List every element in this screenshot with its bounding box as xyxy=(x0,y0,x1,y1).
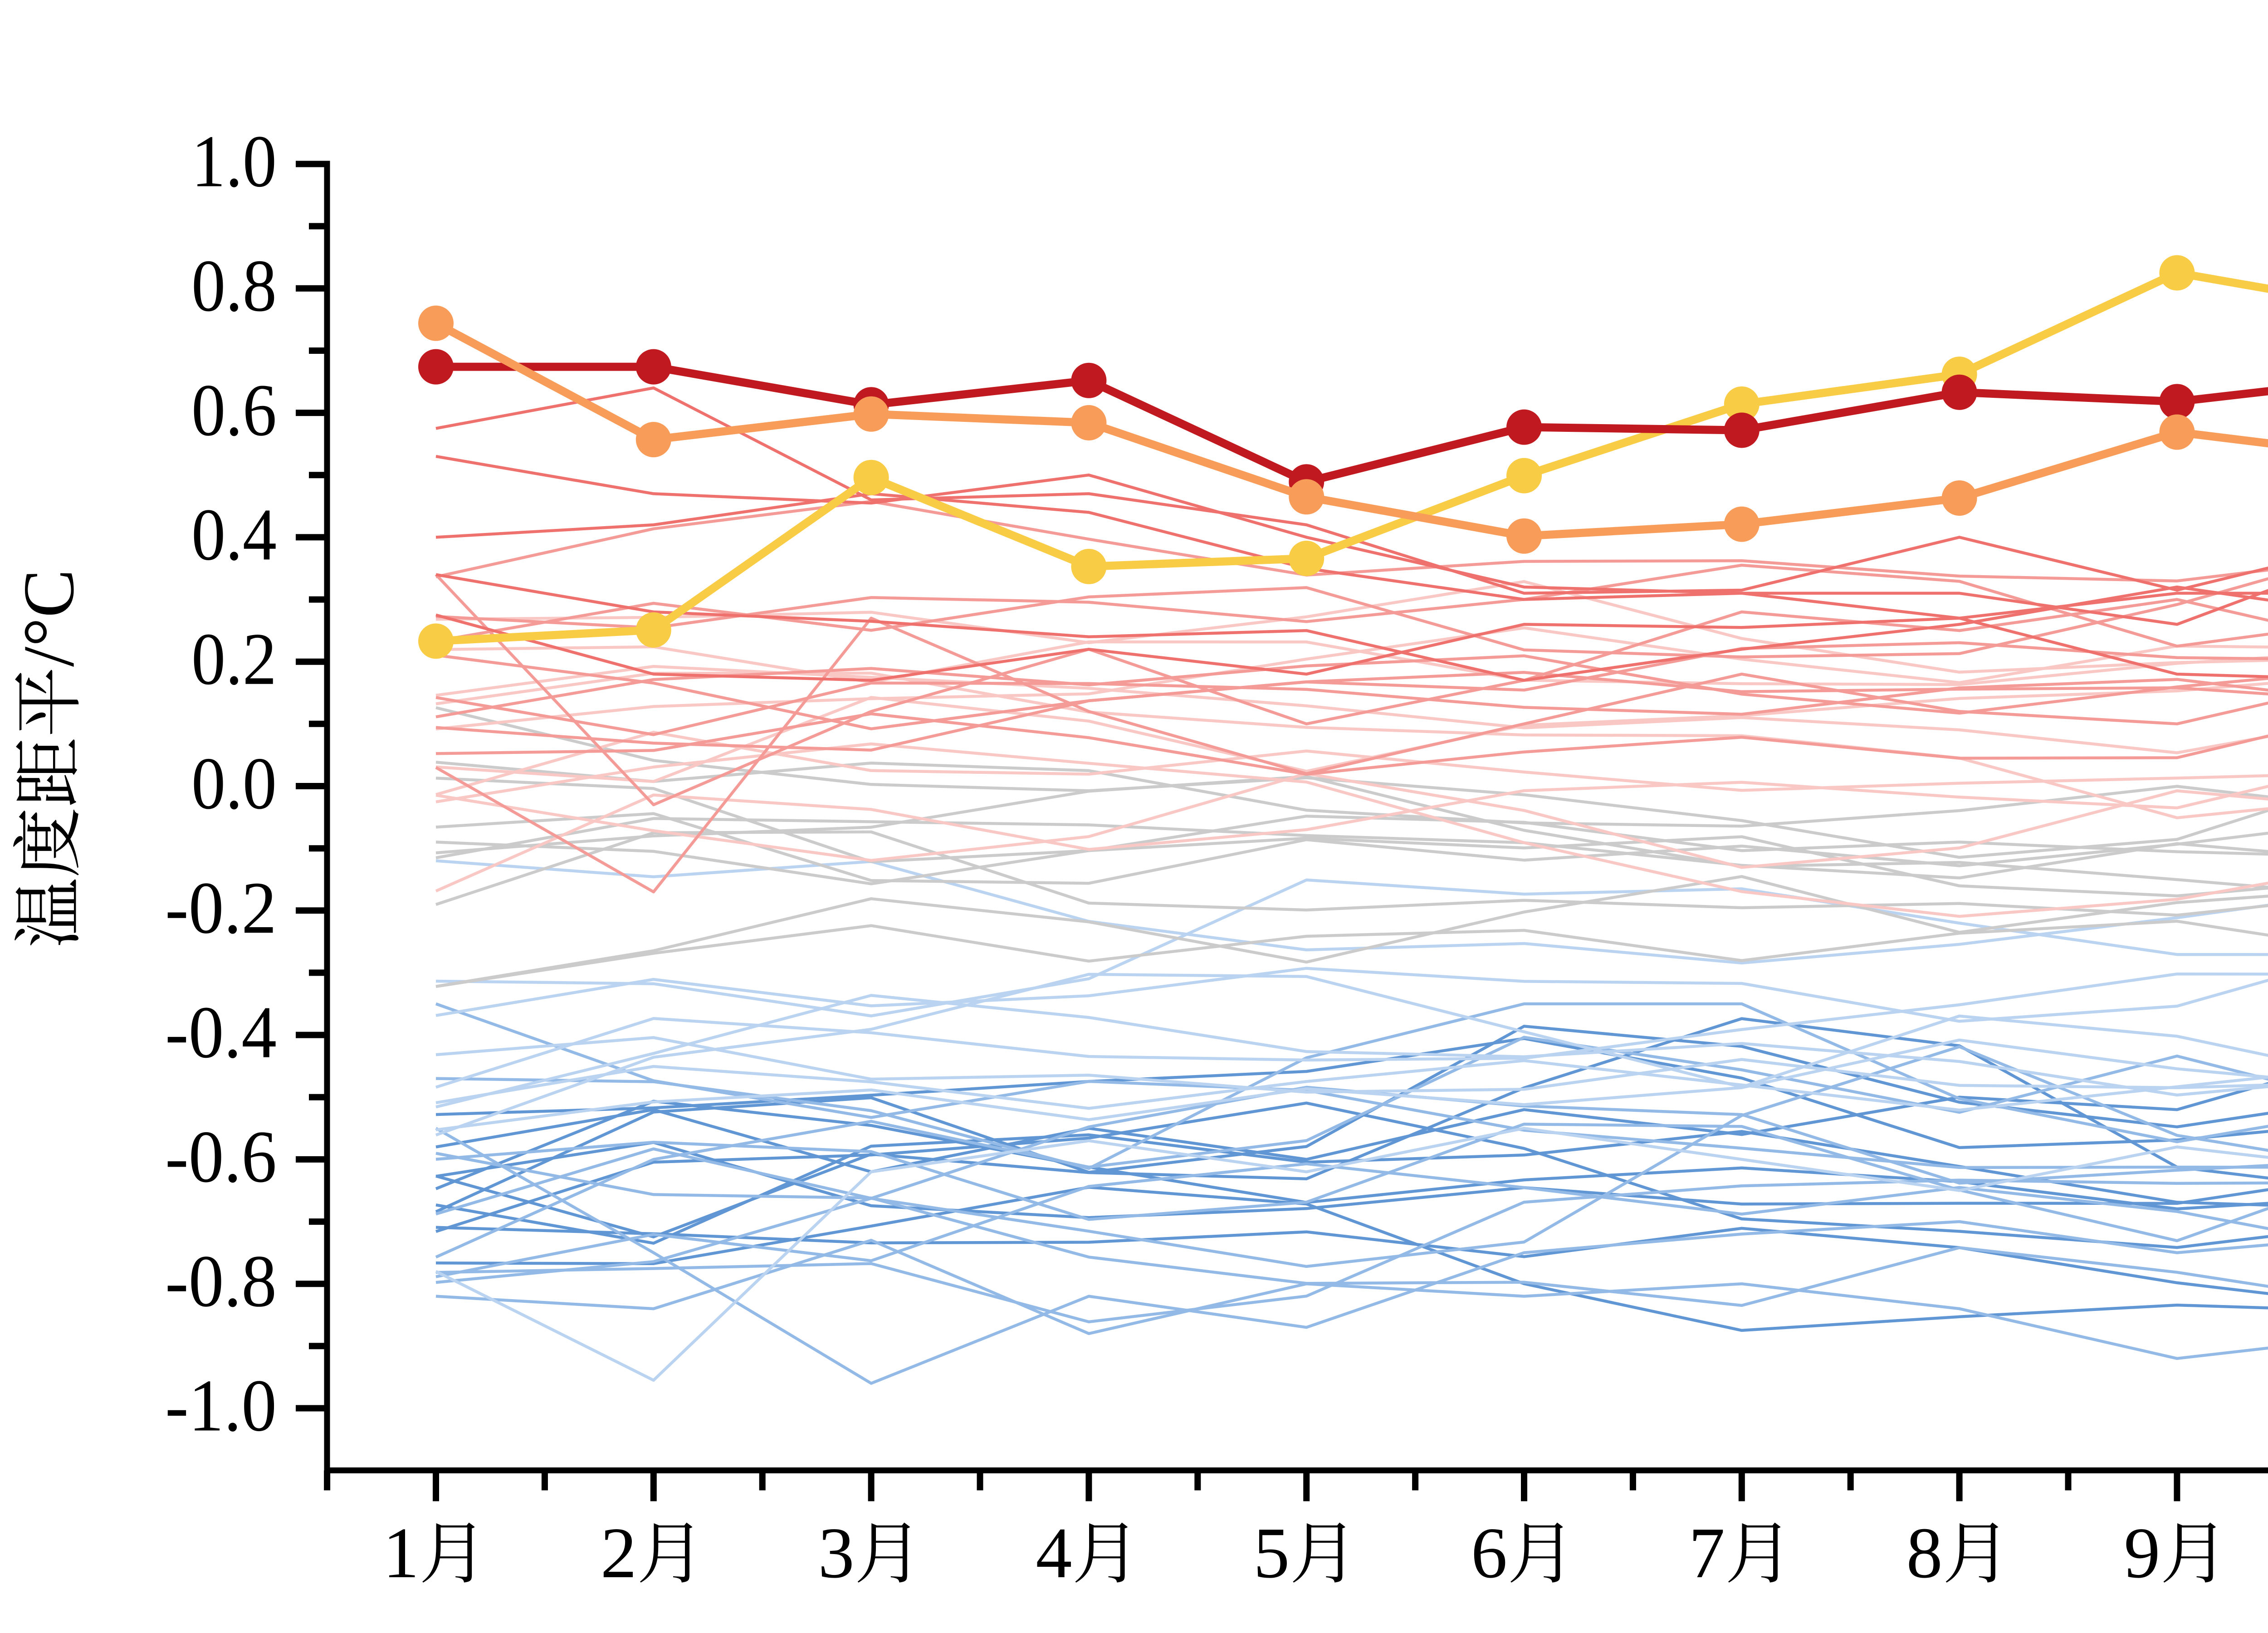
svg-text:-0.6: -0.6 xyxy=(165,1116,277,1198)
svg-text:7: 7 xyxy=(1689,1512,1725,1593)
svg-text:0.2: 0.2 xyxy=(191,618,277,700)
svg-text:-0.2: -0.2 xyxy=(165,867,277,949)
svg-text:-0.8: -0.8 xyxy=(165,1240,277,1322)
svg-text:3: 3 xyxy=(818,1512,855,1593)
svg-text:0.4: 0.4 xyxy=(191,494,277,576)
svg-text:0.0: 0.0 xyxy=(191,743,277,825)
svg-text:1: 1 xyxy=(383,1512,419,1593)
svg-text:2: 2 xyxy=(601,1512,637,1593)
svg-text:-0.4: -0.4 xyxy=(165,992,277,1074)
svg-text:5: 5 xyxy=(1253,1512,1290,1593)
svg-text:-1.0: -1.0 xyxy=(165,1365,277,1447)
svg-text:1.0: 1.0 xyxy=(191,121,277,203)
svg-text:9: 9 xyxy=(2124,1512,2160,1593)
svg-text:6: 6 xyxy=(1471,1512,1507,1593)
svg-text:4: 4 xyxy=(1036,1512,1072,1593)
svg-text:0.8: 0.8 xyxy=(191,245,277,327)
svg-text:0.6: 0.6 xyxy=(191,369,277,451)
svg-text:/°C: /°C xyxy=(8,569,89,667)
svg-text:8: 8 xyxy=(1906,1512,1943,1593)
